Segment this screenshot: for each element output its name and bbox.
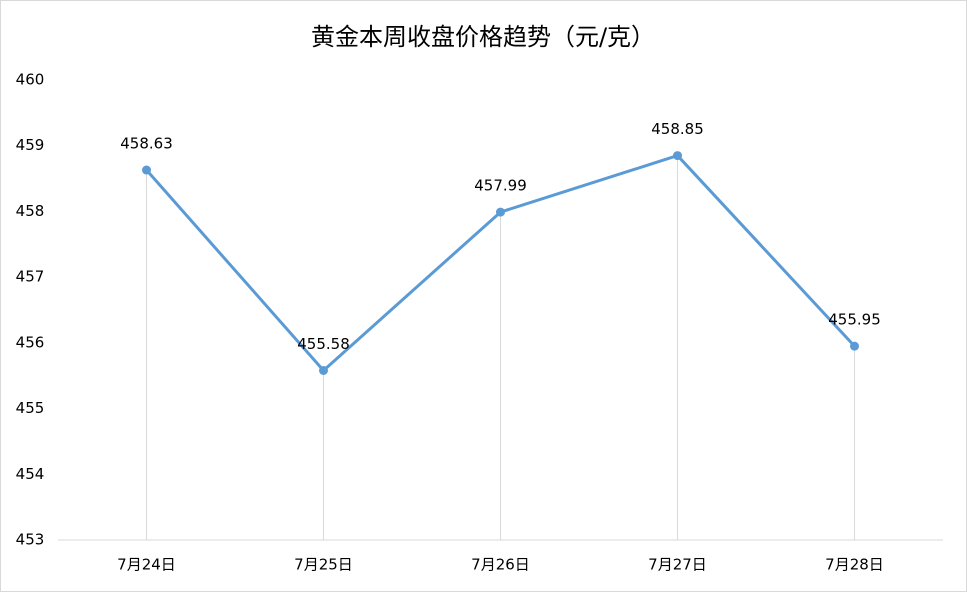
y-tick-label: 455 (16, 399, 45, 417)
y-tick-label: 456 (16, 333, 45, 351)
x-tick-label: 7月27日 (648, 556, 707, 574)
point (319, 365, 328, 375)
y-tick-label: 458 (16, 202, 45, 220)
data-label: 458.85 (651, 120, 704, 138)
data-label: 458.63 (120, 135, 173, 153)
x-tick-label: 7月28日 (825, 556, 884, 574)
data-label: 457.99 (474, 177, 527, 195)
data-label: 455.58 (297, 335, 350, 353)
x-tick-label: 7月26日 (471, 556, 530, 574)
point (673, 151, 682, 161)
y-tick-label: 453 (16, 531, 45, 549)
point (496, 207, 505, 217)
point (142, 165, 151, 175)
y-tick-label: 454 (16, 465, 45, 483)
y-tick-label: 459 (16, 136, 45, 154)
y-tick-label: 457 (16, 268, 45, 286)
chart-title: 黄金本周收盘价格趋势（元/克） (311, 23, 655, 51)
data-label: 455.95 (828, 311, 881, 329)
x-tick-label: 7月24日 (117, 556, 176, 574)
y-tick-label: 460 (16, 71, 45, 89)
x-tick-label: 7月25日 (294, 556, 353, 574)
point (850, 341, 859, 351)
